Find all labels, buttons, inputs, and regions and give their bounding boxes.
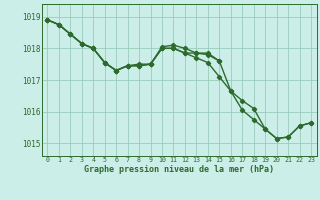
X-axis label: Graphe pression niveau de la mer (hPa): Graphe pression niveau de la mer (hPa) <box>84 165 274 174</box>
